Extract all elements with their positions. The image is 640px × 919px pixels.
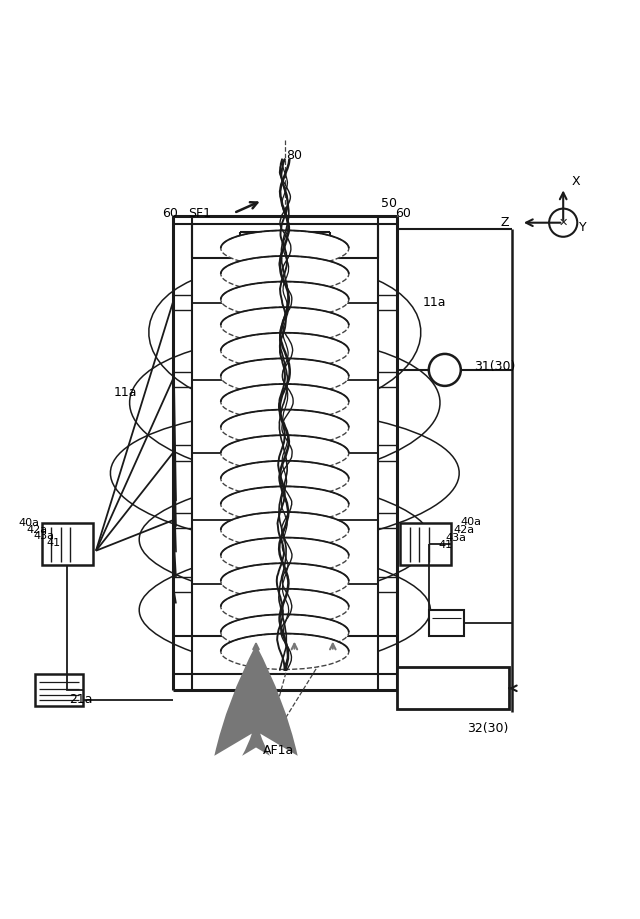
Ellipse shape	[221, 589, 349, 625]
Text: 42a: 42a	[453, 525, 474, 535]
Text: 40a: 40a	[19, 518, 40, 528]
Text: 60: 60	[162, 207, 177, 220]
Bar	[400, 524, 451, 565]
Ellipse shape	[221, 633, 349, 669]
Ellipse shape	[221, 538, 349, 573]
Bar	[397, 667, 509, 709]
Text: 11a: 11a	[114, 386, 138, 399]
Ellipse shape	[221, 333, 349, 369]
Text: 80: 80	[287, 149, 303, 162]
Ellipse shape	[221, 615, 349, 651]
Text: 43a: 43a	[33, 531, 54, 541]
Ellipse shape	[221, 486, 349, 522]
Ellipse shape	[221, 307, 349, 343]
Text: Y: Y	[579, 221, 587, 234]
Bar	[42, 524, 93, 565]
Text: 60: 60	[396, 207, 411, 220]
Ellipse shape	[221, 460, 349, 496]
Text: 43a: 43a	[445, 533, 467, 542]
Text: 21a: 21a	[69, 693, 93, 706]
Text: Z: Z	[500, 216, 509, 229]
Bar	[429, 610, 464, 636]
Ellipse shape	[221, 231, 349, 267]
Text: 41: 41	[438, 540, 452, 550]
Ellipse shape	[221, 512, 349, 548]
Text: X: X	[572, 175, 580, 187]
Text: ✕: ✕	[559, 218, 568, 228]
Ellipse shape	[221, 436, 349, 471]
Ellipse shape	[221, 358, 349, 394]
Ellipse shape	[221, 384, 349, 420]
Ellipse shape	[221, 256, 349, 292]
Ellipse shape	[221, 563, 349, 599]
Ellipse shape	[221, 281, 349, 317]
Bar	[35, 674, 83, 706]
Text: 50: 50	[381, 197, 397, 210]
Text: 40a: 40a	[461, 517, 482, 528]
Ellipse shape	[221, 410, 349, 446]
Text: 42a: 42a	[27, 525, 48, 535]
Text: 11a: 11a	[422, 296, 446, 309]
Text: AF1a: AF1a	[263, 744, 294, 757]
Text: 32(30): 32(30)	[467, 721, 509, 735]
Text: SF1: SF1	[188, 207, 211, 220]
Text: 31(30): 31(30)	[474, 360, 515, 373]
Text: 41: 41	[47, 538, 61, 548]
